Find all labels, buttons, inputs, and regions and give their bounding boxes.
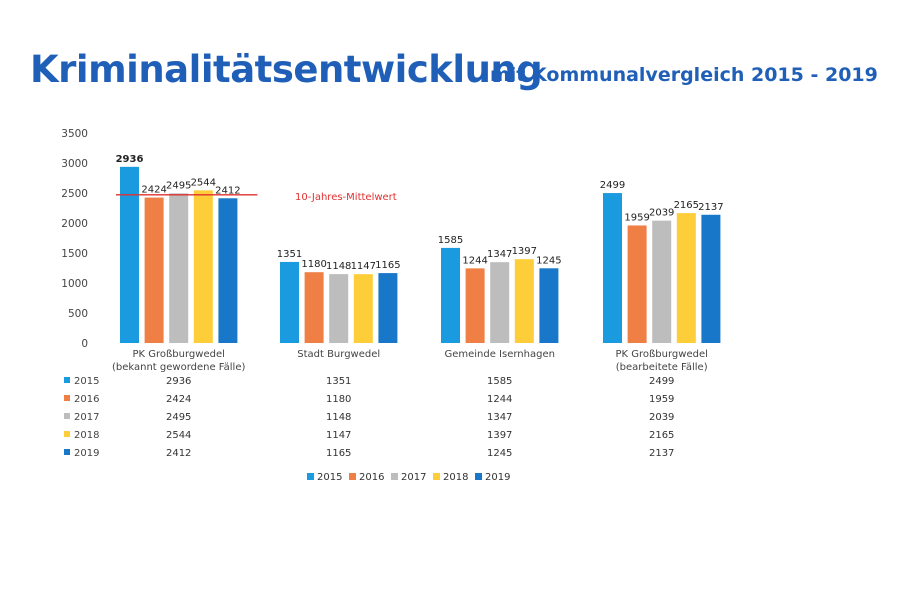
data-label: 1180: [301, 259, 326, 270]
bar-2015-group-2: [441, 247, 460, 343]
table-legend-key-2018: [64, 431, 70, 437]
bar-2016-group-1: [304, 272, 324, 343]
y-tick-label: 3000: [61, 158, 88, 170]
bar-2018-group-2: [514, 259, 534, 343]
category-label: Stadt Burgwedel: [297, 349, 380, 360]
bar-2016-group-2: [465, 268, 485, 343]
table-cell: 2544: [166, 430, 191, 441]
legend-swatch-2018: [433, 473, 440, 480]
table-cell: 2039: [649, 412, 674, 423]
data-label: 1397: [512, 246, 537, 257]
table-cell: 1165: [326, 448, 351, 459]
legend-swatch-2015: [307, 473, 314, 480]
table-cell: 1351: [326, 376, 351, 387]
bar-2017-group-2: [490, 262, 510, 343]
data-label: 1244: [462, 255, 487, 266]
legend-swatch-2019: [475, 473, 482, 480]
bar-2018-group-3: [676, 213, 696, 343]
bar-2019-group-1: [378, 273, 398, 343]
table-row-label: 2016: [74, 394, 99, 405]
table-cell: 2424: [166, 394, 191, 405]
data-label: 1351: [277, 249, 302, 260]
category-label: (bekannt gewordene Fälle): [112, 362, 245, 373]
table-row-label: 2017: [74, 412, 99, 423]
table-cell: 1959: [649, 394, 674, 405]
table-legend-key-2015: [64, 377, 70, 383]
table-cell: 1397: [487, 430, 512, 441]
table-cell: 2936: [166, 376, 191, 387]
table-cell: 1245: [487, 448, 512, 459]
y-tick-label: 500: [68, 308, 88, 320]
table-cell: 1148: [326, 412, 351, 423]
y-tick-label: 1000: [61, 278, 88, 290]
data-label: 2412: [215, 185, 240, 196]
data-label: 1147: [351, 261, 376, 272]
legend-label: 2016: [359, 472, 384, 483]
y-tick-label: 2000: [61, 218, 88, 230]
table-cell: 1180: [326, 394, 351, 405]
table-legend-key-2019: [64, 449, 70, 455]
table-legend-key-2017: [64, 413, 70, 419]
bar-2017-group-3: [652, 220, 672, 343]
data-label: 1959: [624, 212, 649, 223]
bar-2017-group-1: [329, 274, 349, 343]
table-cell: 2495: [166, 412, 191, 423]
bar-2015-group-3: [603, 193, 622, 343]
data-label: 2424: [141, 185, 166, 196]
data-label: 2039: [649, 208, 674, 219]
y-tick-label: 0: [81, 338, 88, 350]
data-label: 2544: [191, 177, 216, 188]
table-cell: 1347: [487, 412, 512, 423]
table-row-label: 2019: [74, 448, 99, 459]
bar-2019-group-3: [701, 214, 721, 343]
y-tick-label: 1500: [61, 248, 88, 260]
legend-label: 2017: [401, 472, 426, 483]
table-cell: 2499: [649, 376, 674, 387]
data-label: 1347: [487, 249, 512, 260]
legend-label: 2019: [485, 472, 510, 483]
category-label: PK Großburgwedel: [132, 349, 224, 360]
bar-2018-group-0: [193, 190, 213, 343]
y-tick-label: 2500: [61, 188, 88, 200]
table-cell: 2137: [649, 448, 674, 459]
bar-2015-group-1: [280, 261, 299, 343]
legend-label: 2018: [443, 472, 468, 483]
reference-line-label: 10-Jahres-Mittelwert: [295, 192, 397, 203]
data-label: 1245: [536, 255, 561, 266]
data-label: 2165: [674, 200, 699, 211]
data-label: 2936: [116, 154, 144, 165]
bar-2019-group-2: [539, 268, 559, 343]
data-label: 2495: [166, 180, 191, 191]
category-label: PK Großburgwedel: [615, 349, 707, 360]
table-row-label: 2015: [74, 376, 99, 387]
table-row-label: 2018: [74, 430, 99, 441]
data-label: 2499: [600, 180, 625, 191]
bar-2018-group-1: [353, 274, 373, 343]
table-cell: 1585: [487, 376, 512, 387]
data-label: 1148: [326, 261, 351, 272]
category-label: Gemeinde Isernhagen: [444, 349, 554, 360]
bar-2017-group-0: [169, 193, 189, 343]
bar-2015-group-0: [120, 166, 139, 343]
legend-swatch-2017: [391, 473, 398, 480]
table-cell: 2165: [649, 430, 674, 441]
bar-2016-group-3: [627, 225, 647, 343]
table-cell: 1147: [326, 430, 351, 441]
bar-2016-group-0: [144, 197, 164, 343]
chart-subtitle: mit Kommunalvergleich 2015 - 2019: [490, 64, 878, 86]
bar-2019-group-0: [218, 198, 238, 343]
legend-label: 2015: [317, 472, 342, 483]
data-label: 1585: [438, 235, 463, 246]
legend-swatch-2016: [349, 473, 356, 480]
table-legend-key-2016: [64, 395, 70, 401]
category-label: (bearbeitete Fälle): [616, 362, 708, 373]
table-cell: 2412: [166, 448, 191, 459]
data-label: 2137: [698, 202, 723, 213]
data-label: 1165: [375, 260, 400, 271]
chart-title: Kriminalitätsentwicklung: [30, 48, 543, 91]
table-cell: 1244: [487, 394, 512, 405]
y-tick-label: 3500: [61, 128, 88, 140]
